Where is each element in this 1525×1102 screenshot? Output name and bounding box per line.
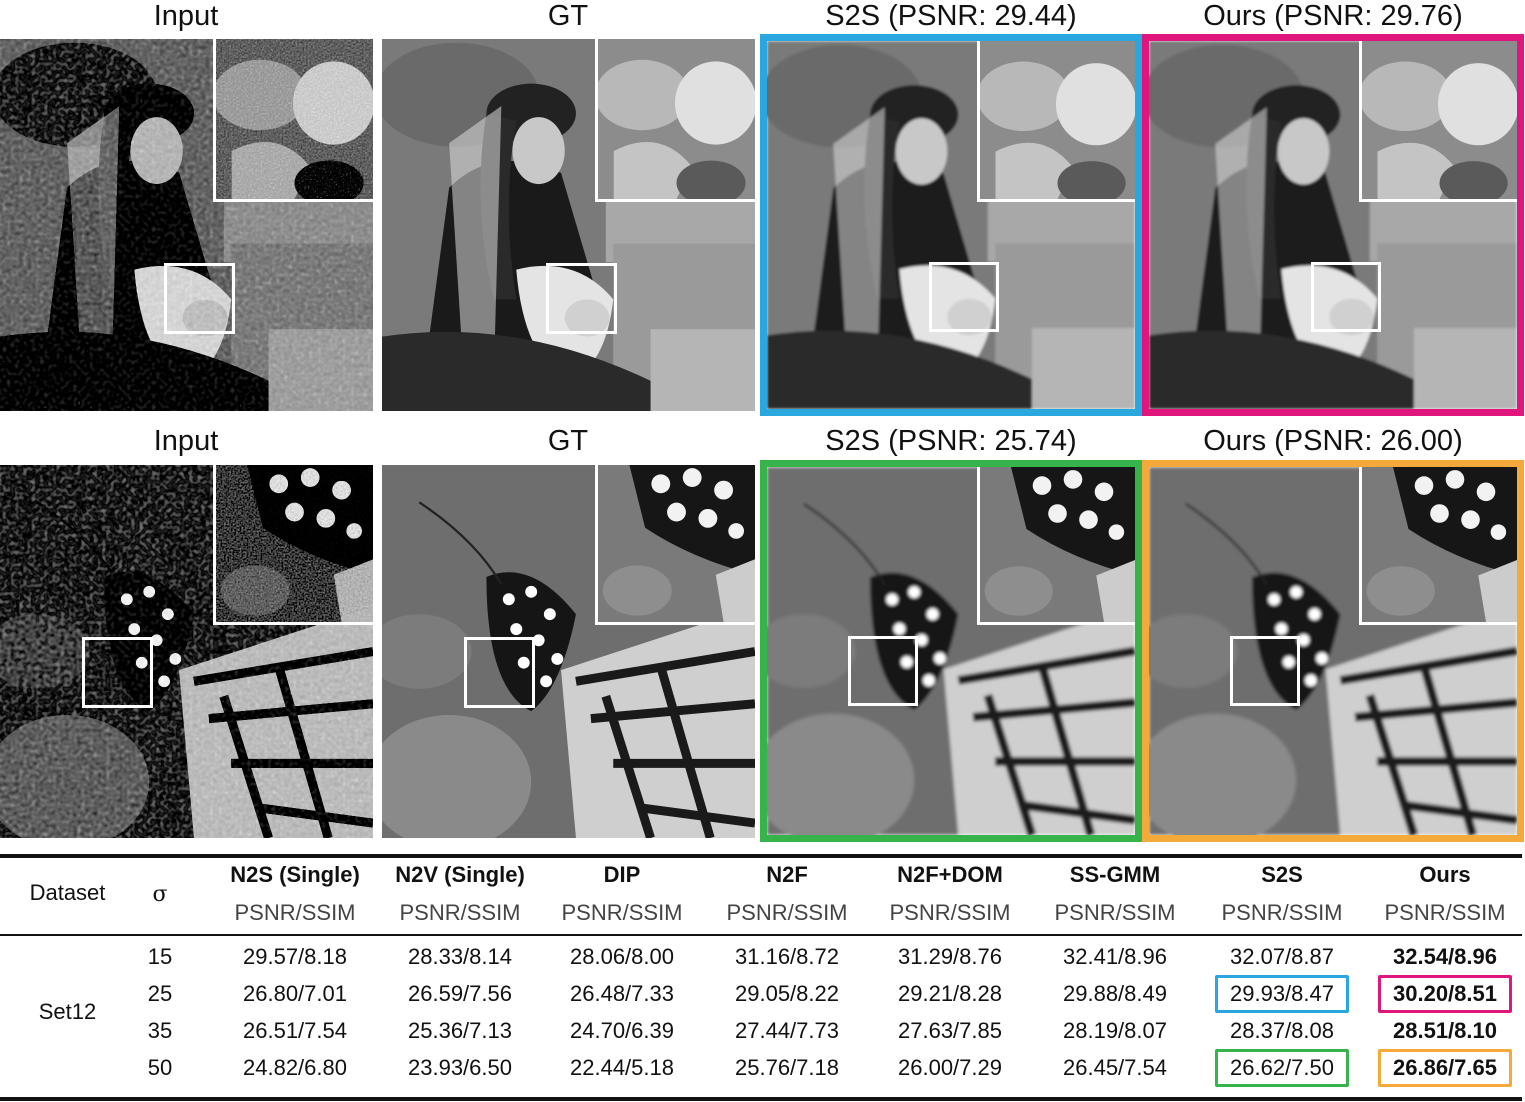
row1-gt-image — [382, 39, 755, 411]
header-metric-1: PSNR/SSIM — [399, 900, 521, 925]
row2-s2s-image — [760, 460, 1142, 842]
row2-title-s2s: S2S (PSNR: 25.74) — [825, 425, 1077, 457]
value-r2-c1: 25.36/7.13 — [408, 1018, 512, 1043]
row1-s2s-image — [760, 34, 1142, 416]
value-r2-c6: 28.37/8.08 — [1230, 1018, 1334, 1043]
row2-title-gt: GT — [547, 425, 589, 457]
row2-gt-roi-box — [464, 637, 535, 708]
row1-ours-zoom-inset — [1359, 41, 1517, 202]
value-r0-c1: 28.33/8.14 — [408, 944, 512, 969]
header-method-7: Ours — [1419, 862, 1471, 887]
row1-input-zoom-inset — [213, 39, 373, 202]
row2-ours-roi-box — [1230, 636, 1300, 706]
row1-input-roi-box — [164, 263, 235, 334]
row2-title-ours: Ours (PSNR: 26.00) — [1203, 425, 1463, 457]
value-r1-c3: 29.05/8.22 — [735, 981, 839, 1006]
highlight-box-2 — [1215, 1049, 1349, 1087]
sigma-25: 25 — [147, 981, 173, 1006]
value-r2-c3: 27.44/7.73 — [735, 1018, 839, 1043]
row2-input-roi-box — [82, 637, 153, 708]
row1-gt-zoom-inset — [595, 39, 755, 202]
value-r3-c4: 26.00/7.29 — [898, 1055, 1002, 1080]
value-r3-c6: 26.62/7.50 — [1230, 1055, 1334, 1080]
value-r1-c7: 30.20/8.51 — [1393, 981, 1497, 1006]
value-r0-c0: 29.57/8.18 — [243, 944, 347, 969]
value-r2-c4: 27.63/7.85 — [898, 1018, 1002, 1043]
value-r2-c0: 26.51/7.54 — [243, 1018, 347, 1043]
header-metric-2: PSNR/SSIM — [561, 900, 683, 925]
row1-ours-roi-box — [1311, 262, 1381, 332]
header-method-5: SS-GMM — [1069, 862, 1161, 887]
row2-input-image — [0, 465, 373, 838]
value-r0-c6: 32.07/8.87 — [1230, 944, 1334, 969]
highlight-box-0 — [1215, 975, 1349, 1013]
row1-gt-roi-box — [546, 263, 617, 334]
table-bottom-rule — [0, 1097, 1522, 1101]
value-r0-c4: 31.29/8.76 — [898, 944, 1002, 969]
header-method-4: N2F+DOM — [897, 862, 1003, 887]
value-r0-c2: 28.06/8.00 — [570, 944, 674, 969]
row1-s2s-roi-box — [929, 262, 999, 332]
row2-gt-zoom-inset — [595, 465, 755, 625]
row1-input-image — [0, 39, 373, 411]
header-method-0: N2S (Single) — [230, 862, 360, 887]
value-r1-c0: 26.80/7.01 — [243, 981, 347, 1006]
dataset-name: Set12 — [38, 999, 97, 1024]
value-r1-c4: 29.21/8.28 — [898, 981, 1002, 1006]
row1-s2s-zoom-inset — [977, 41, 1135, 202]
row1-title-input: Input — [153, 0, 219, 32]
header-method-1: N2V (Single) — [395, 862, 525, 887]
row2-s2s-roi-box — [848, 636, 918, 706]
value-r1-c5: 29.88/8.49 — [1063, 981, 1167, 1006]
header-method-3: N2F — [766, 862, 808, 887]
header-method-6: S2S — [1261, 862, 1303, 887]
value-r2-c2: 24.70/6.39 — [570, 1018, 674, 1043]
header-method-2: DIP — [603, 862, 641, 887]
row2-s2s-zoom-inset — [977, 467, 1135, 625]
sigma-15: 15 — [147, 944, 173, 969]
row2-title-input: Input — [153, 425, 219, 457]
value-r1-c6: 29.93/8.47 — [1230, 981, 1334, 1006]
value-r3-c2: 22.44/5.18 — [570, 1055, 674, 1080]
row2-ours-zoom-inset — [1359, 467, 1517, 625]
row2-input-zoom-inset — [213, 465, 373, 625]
header-sigma: σ — [152, 882, 168, 907]
value-r1-c2: 26.48/7.33 — [570, 981, 674, 1006]
table-mid-rule — [0, 934, 1522, 936]
row1-title-s2s: S2S (PSNR: 29.44) — [825, 0, 1077, 32]
value-r2-c7: 28.51/8.10 — [1393, 1018, 1497, 1043]
value-r0-c5: 32.41/8.96 — [1063, 944, 1167, 969]
header-metric-3: PSNR/SSIM — [726, 900, 848, 925]
value-r3-c0: 24.82/6.80 — [243, 1055, 347, 1080]
highlight-box-3 — [1378, 1049, 1512, 1087]
value-r1-c1: 26.59/7.56 — [408, 981, 512, 1006]
value-r3-c5: 26.45/7.54 — [1063, 1055, 1167, 1080]
value-r3-c3: 25.76/7.18 — [735, 1055, 839, 1080]
highlight-box-1 — [1378, 975, 1512, 1013]
value-r3-c1: 23.93/6.50 — [408, 1055, 512, 1080]
sigma-35: 35 — [147, 1018, 173, 1043]
results-table: Dataset σ Set12 N2S (Single) PSNR/SSIM N2V… — [0, 854, 1525, 1102]
row1-ours-image — [1142, 34, 1524, 416]
sigma-50: 50 — [147, 1055, 173, 1080]
header-metric-6: PSNR/SSIM — [1221, 900, 1343, 925]
header-metric-0: PSNR/SSIM — [234, 900, 356, 925]
row2-gt-image — [382, 465, 755, 838]
row1-title-ours: Ours (PSNR: 29.76) — [1203, 0, 1463, 32]
row2-ours-image — [1142, 460, 1524, 842]
value-r0-c3: 31.16/8.72 — [735, 944, 839, 969]
value-r3-c7: 26.86/7.65 — [1393, 1055, 1497, 1080]
header-metric-5: PSNR/SSIM — [1054, 900, 1176, 925]
value-r2-c5: 28.19/8.07 — [1063, 1018, 1167, 1043]
value-r0-c7: 32.54/8.96 — [1393, 944, 1497, 969]
row1-title-gt: GT — [547, 0, 589, 32]
header-metric-7: PSNR/SSIM — [1384, 900, 1506, 925]
header-metric-4: PSNR/SSIM — [889, 900, 1011, 925]
header-dataset: Dataset — [29, 880, 106, 905]
table-top-rule — [0, 854, 1522, 858]
